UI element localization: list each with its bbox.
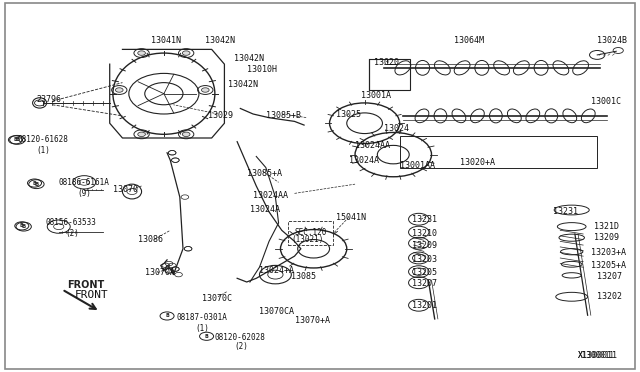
Text: 13020: 13020	[374, 58, 399, 67]
Text: 13001A: 13001A	[362, 91, 392, 100]
Text: 13070A: 13070A	[145, 268, 175, 277]
Text: 1321D: 1321D	[594, 222, 619, 231]
Text: 13041N: 13041N	[151, 36, 181, 45]
Text: 13203+A: 13203+A	[591, 248, 626, 257]
Text: B: B	[165, 314, 169, 318]
Text: B: B	[22, 224, 26, 229]
Circle shape	[138, 132, 145, 137]
Text: 13085+A: 13085+A	[246, 169, 282, 177]
Text: 08187-0301A: 08187-0301A	[177, 312, 227, 321]
Circle shape	[115, 88, 123, 92]
Bar	[369, 59, 410, 90]
Circle shape	[182, 51, 190, 55]
Text: 13042N: 13042N	[205, 36, 236, 45]
Text: 13024AA: 13024AA	[355, 141, 390, 150]
Text: FRONT: FRONT	[67, 279, 104, 289]
Text: 13086: 13086	[138, 235, 163, 244]
Text: 13209: 13209	[594, 233, 619, 242]
Text: 13070: 13070	[113, 185, 138, 194]
Text: 13024A: 13024A	[250, 205, 280, 215]
Text: 13210: 13210	[412, 230, 437, 238]
Text: 13029: 13029	[209, 111, 234, 121]
Text: 13202: 13202	[597, 292, 622, 301]
Text: 13024A: 13024A	[349, 155, 379, 165]
Text: B: B	[205, 334, 209, 339]
Circle shape	[138, 51, 145, 55]
Text: 08156-63533: 08156-63533	[46, 218, 97, 227]
Text: 13205: 13205	[412, 268, 437, 277]
Text: 13070+A: 13070+A	[294, 316, 330, 325]
Text: FRONT: FRONT	[75, 290, 108, 300]
Text: B: B	[35, 182, 38, 187]
Text: 08120-62028: 08120-62028	[215, 333, 266, 342]
Circle shape	[182, 132, 190, 137]
Text: 13010H: 13010H	[246, 65, 276, 74]
Text: B: B	[13, 137, 17, 142]
Text: (1): (1)	[36, 147, 51, 155]
Text: 13209: 13209	[412, 241, 437, 250]
Bar	[399, 136, 597, 167]
Text: (1): (1)	[196, 324, 210, 333]
Text: 13231: 13231	[552, 207, 577, 217]
Text: 13207: 13207	[597, 272, 622, 281]
Text: (2): (2)	[234, 342, 248, 351]
Circle shape	[202, 88, 209, 92]
Text: X1300011: X1300011	[578, 351, 615, 360]
Text: 13203: 13203	[412, 255, 437, 264]
Text: 13201: 13201	[412, 301, 437, 311]
Text: 13001AA: 13001AA	[399, 161, 435, 170]
Text: 13231: 13231	[412, 215, 437, 224]
Text: 23796: 23796	[36, 95, 61, 104]
Text: 08120-61628: 08120-61628	[17, 135, 68, 144]
Text: 13070C: 13070C	[202, 294, 232, 303]
FancyBboxPatch shape	[4, 3, 636, 369]
Text: 13025: 13025	[336, 109, 361, 119]
Text: 13001C: 13001C	[591, 97, 621, 106]
Text: 13024B: 13024B	[597, 36, 627, 45]
Text: SEC.120: SEC.120	[294, 228, 327, 237]
Text: X1300011: X1300011	[578, 351, 618, 360]
Text: 13042N: 13042N	[228, 80, 258, 89]
Text: 13205+A: 13205+A	[591, 261, 626, 270]
Text: 13064M: 13064M	[454, 36, 484, 45]
Text: 13020+A: 13020+A	[460, 157, 495, 167]
Text: B: B	[15, 137, 19, 142]
Text: 08186-6161A: 08186-6161A	[59, 178, 109, 187]
Text: 15041N: 15041N	[336, 213, 366, 222]
Text: 13024AA: 13024AA	[253, 191, 288, 200]
Text: (2): (2)	[65, 230, 79, 238]
Text: B: B	[20, 223, 24, 228]
Text: (13021): (13021)	[291, 235, 324, 244]
Text: B: B	[33, 180, 36, 186]
Text: 13085: 13085	[291, 272, 316, 281]
Text: 13085+B: 13085+B	[266, 111, 301, 121]
Text: 13024+A: 13024+A	[259, 266, 294, 275]
Text: 13207: 13207	[412, 279, 437, 288]
Text: 13070CA: 13070CA	[259, 307, 294, 316]
Text: 13042N: 13042N	[234, 54, 264, 63]
Text: 13024: 13024	[384, 124, 409, 133]
Text: (9): (9)	[78, 189, 92, 198]
